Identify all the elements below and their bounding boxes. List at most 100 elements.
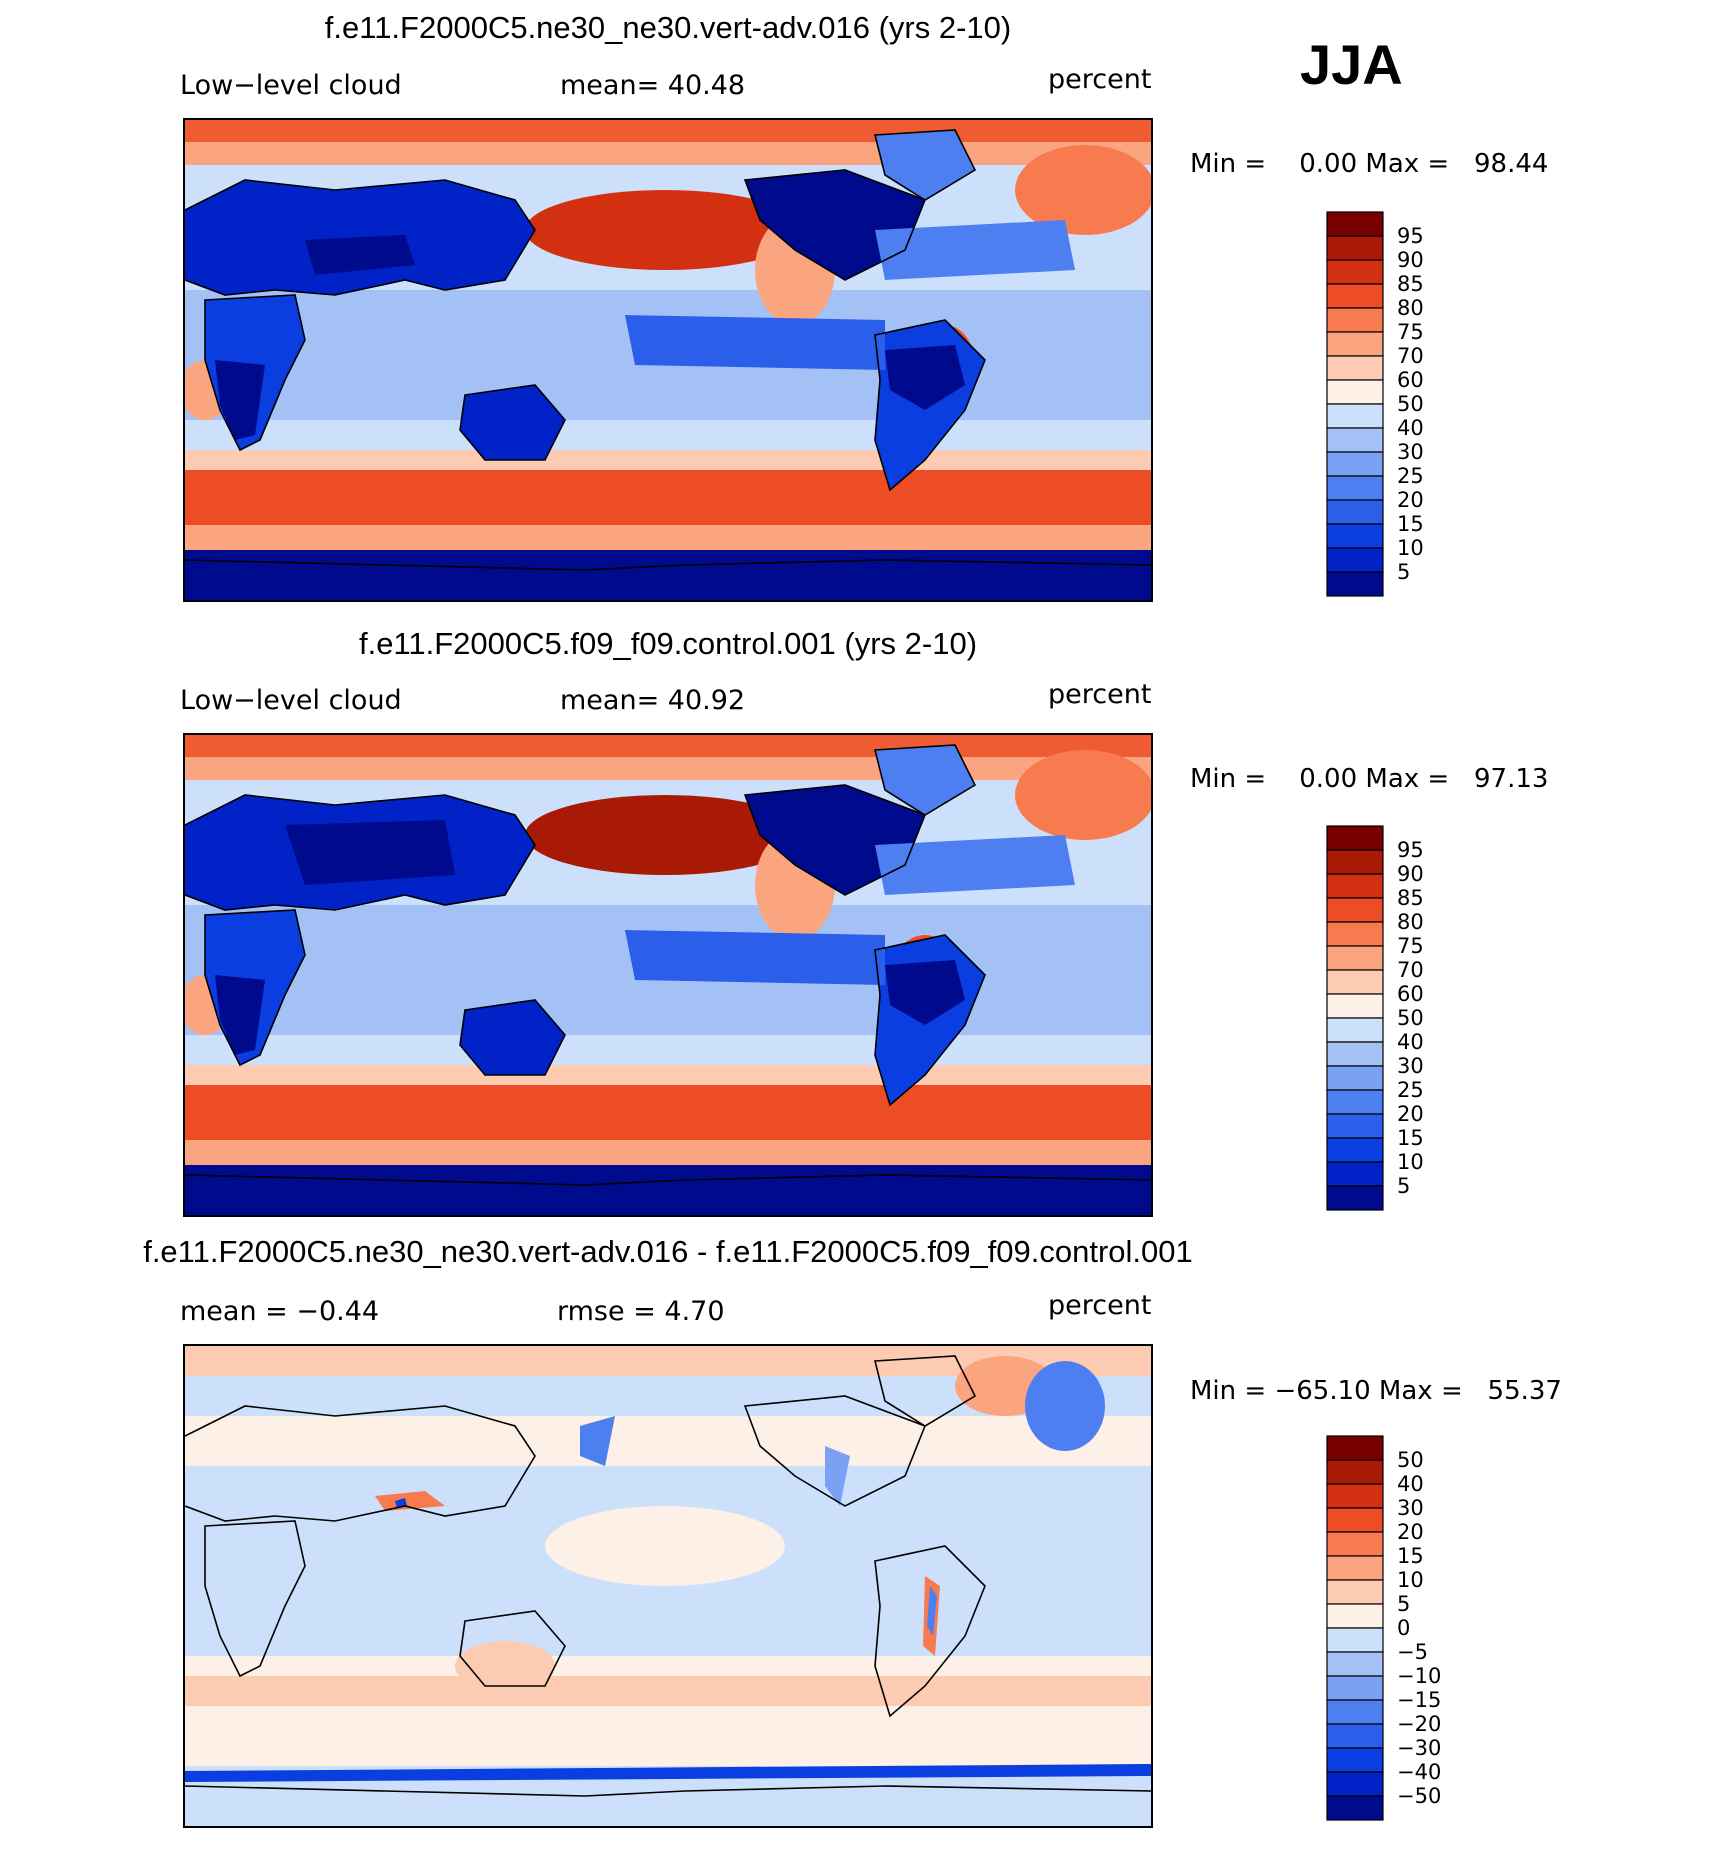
colorbar-box [1326, 873, 1384, 899]
colorbar-box [1326, 1747, 1384, 1773]
colorbar-tick-label: 70 [1397, 344, 1424, 368]
colorbar-box [1326, 921, 1384, 947]
colorbar-box [1326, 945, 1384, 971]
colorbar-tick-label: 30 [1397, 1054, 1424, 1078]
colorbar-box [1326, 1507, 1384, 1533]
colorbar-tick-label: 30 [1397, 440, 1424, 464]
panel-2-title: f.e11.F2000C5.f09_f09.control.001 (yrs 2… [358, 626, 978, 661]
colorbar-box [1326, 523, 1384, 549]
panel-3-minmax: Min = −65.10 Max = 55.37 [1190, 1376, 1562, 1406]
colorbar-tick-label: 85 [1397, 272, 1424, 296]
colorbar-box [1326, 283, 1384, 309]
colorbar-box [1326, 475, 1384, 501]
colorbar-box [1326, 1065, 1384, 1091]
colorbar-tick-label: 60 [1397, 982, 1424, 1006]
panel-1-title: f.e11.F2000C5.ne30_ne30.vert-adv.016 (yr… [324, 10, 1012, 45]
antarctic-band [185, 550, 1151, 600]
tibet-desert [305, 235, 415, 275]
colorbar-box [1326, 1113, 1384, 1139]
colorbar-box [1326, 849, 1384, 875]
colorbar-tick-label: 10 [1397, 1150, 1424, 1174]
panel-1-mean-label: mean= 40.48 [560, 70, 746, 101]
colorbar-tick-label: 5 [1397, 1592, 1410, 1616]
colorbar-box [1326, 1435, 1384, 1461]
panel-3-colorbar: 50 40 30 20 15 10 5 0 −5 −10 −15 −20 −30 −40 −50 [1326, 1435, 1441, 1821]
colorbar-tick-label: 60 [1397, 368, 1424, 392]
colorbar-box [1326, 211, 1384, 237]
panel-2-map [183, 733, 1153, 1217]
colorbar-box [1326, 1771, 1384, 1797]
colorbar-box [1326, 825, 1384, 851]
southern-ocean-band [185, 470, 1151, 530]
coast-greenland [873, 129, 977, 201]
colorbar-box [1326, 969, 1384, 995]
panel-1-minmax: Min = 0.00 Max = 98.44 [1190, 149, 1549, 179]
colorbar-tick-label: 5 [1397, 1174, 1410, 1198]
colorbar-tick-label: 85 [1397, 886, 1424, 910]
colorbar-tick-label: 50 [1397, 1006, 1424, 1030]
colorbar-tick-label: 10 [1397, 536, 1424, 560]
colorbar-box [1326, 1483, 1384, 1509]
greenland-sea-deck [1015, 145, 1151, 235]
southern-ocean-pale [185, 525, 1151, 550]
panel-1-map [183, 118, 1153, 602]
coast-antarctica [185, 559, 1151, 571]
colorbar-tick-label: −30 [1397, 1736, 1441, 1760]
colorbar-box [1326, 1137, 1384, 1163]
panel-3-mean-label: mean = −0.44 [180, 1296, 380, 1327]
colorbar-box [1326, 1795, 1384, 1821]
colorbar-tick-label: −20 [1397, 1712, 1441, 1736]
colorbar-tick-label: 80 [1397, 296, 1424, 320]
colorbar-box [1326, 307, 1384, 333]
colorbar-tick-label: 90 [1397, 862, 1424, 886]
colorbar-box [1326, 1089, 1384, 1115]
panel-3-map [183, 1344, 1153, 1828]
colorbar-tick-label: 25 [1397, 1078, 1424, 1102]
colorbar-box [1326, 259, 1384, 285]
panel-2-variable-label: Low−level cloud [180, 685, 402, 716]
amazon-core [885, 345, 965, 410]
season-label: JJA [1300, 33, 1403, 96]
colorbar-box [1326, 1723, 1384, 1749]
africa-south [215, 360, 265, 440]
colorbar-tick-label: 15 [1397, 1126, 1424, 1150]
panel-1-variable-label: Low−level cloud [180, 70, 402, 101]
colorbar-tick-label: 50 [1397, 392, 1424, 416]
coast-africa [204, 294, 306, 452]
colorbar-tick-label: −50 [1397, 1784, 1441, 1808]
colorbar-box [1326, 331, 1384, 357]
panel-3-title: f.e11.F2000C5.ne30_ne30.vert-adv.016 - f… [143, 1234, 1193, 1269]
colorbar-tick-label: 0 [1397, 1616, 1410, 1640]
colorbar-box [1326, 235, 1384, 261]
colorbar-tick-label: 20 [1397, 488, 1424, 512]
colorbar-tick-label: 5 [1397, 560, 1410, 584]
colorbar-tick-label: 75 [1397, 320, 1424, 344]
colorbar-tick-label: 80 [1397, 910, 1424, 934]
colorbar-box [1326, 1603, 1384, 1629]
colorbar-box [1326, 1675, 1384, 1701]
east-pacific-itcz [625, 315, 885, 370]
panel-2-minmax: Min = 0.00 Max = 97.13 [1190, 764, 1549, 794]
panel-3-units-label: percent [1048, 1290, 1152, 1321]
colorbar-box [1326, 1185, 1384, 1211]
colorbar-tick-label: 95 [1397, 838, 1424, 862]
colorbar-tick-label: 40 [1397, 1472, 1424, 1496]
colorbar-tick-label: 40 [1397, 1030, 1424, 1054]
colorbar-box [1326, 571, 1384, 597]
colorbar-tick-label: −5 [1397, 1640, 1428, 1664]
colorbar-tick-label: −40 [1397, 1760, 1441, 1784]
colorbar-tick-label: 15 [1397, 1544, 1424, 1568]
arctic-band-deep [185, 120, 1151, 142]
colorbar-box [1326, 1459, 1384, 1485]
colorbar-box [1326, 1161, 1384, 1187]
colorbar-tick-label: −10 [1397, 1664, 1441, 1688]
north-pacific-deck [525, 190, 805, 270]
colorbar-tick-label: 30 [1397, 1496, 1424, 1520]
greenland-land [875, 130, 975, 200]
colorbar-box [1326, 499, 1384, 525]
panel-1-units-label: percent [1048, 64, 1152, 95]
colorbar-box [1326, 1017, 1384, 1043]
panel-1-colorbar: 95 90 85 80 75 70 60 50 40 30 25 20 15 10 5 [1326, 211, 1424, 597]
